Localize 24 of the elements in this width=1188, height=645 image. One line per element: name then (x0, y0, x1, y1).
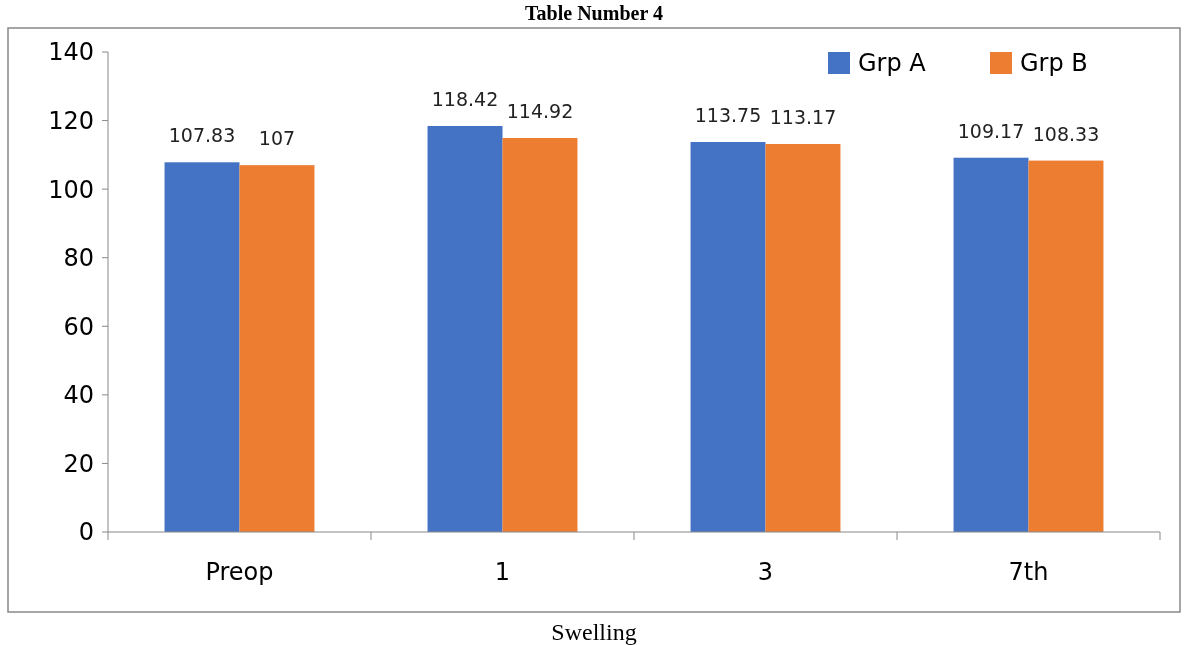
data-label: 107.83 (168, 124, 236, 147)
data-label: 114.92 (506, 99, 574, 122)
data-label: 118.42 (431, 87, 499, 110)
y-tick-label: 60 (63, 312, 94, 341)
data-label: 108.33 (1032, 122, 1100, 145)
y-tick-label: 40 (63, 381, 94, 410)
y-tick-label: 0 (78, 518, 94, 547)
y-tick-label: 140 (48, 38, 94, 67)
x-tick-label: 7th (1008, 558, 1049, 586)
data-label: 109.17 (957, 119, 1025, 142)
data-label: 113.17 (769, 105, 837, 128)
x-tick-label: 3 (757, 558, 774, 586)
legend-label: Grp A (858, 49, 927, 78)
y-tick-label: 80 (63, 244, 94, 273)
y-tick-label: 100 (48, 175, 94, 204)
chart-title: Table Number 4 (525, 2, 663, 24)
y-tick-label: 120 (48, 106, 94, 135)
x-tick-label: Preop (205, 558, 274, 586)
x-tick-label: 1 (494, 558, 511, 586)
x-axis-title: Swelling (551, 619, 637, 645)
data-label: 113.75 (694, 104, 762, 126)
y-tick-label: 20 (63, 449, 94, 478)
data-label: 107 (258, 127, 296, 150)
legend-label: Grp B (1020, 49, 1088, 78)
